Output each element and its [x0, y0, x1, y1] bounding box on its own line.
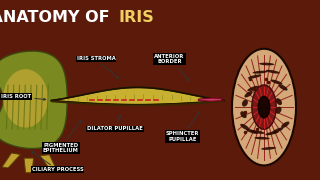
- Polygon shape: [2, 153, 20, 168]
- Ellipse shape: [252, 85, 276, 129]
- Text: IRIS STROMA: IRIS STROMA: [76, 57, 119, 78]
- Ellipse shape: [265, 131, 279, 135]
- Ellipse shape: [232, 49, 296, 165]
- Ellipse shape: [261, 147, 276, 150]
- Ellipse shape: [248, 75, 261, 79]
- Polygon shape: [24, 158, 34, 173]
- Ellipse shape: [276, 98, 282, 105]
- Text: PIGMENTED
EPITHELIUM: PIGMENTED EPITHELIUM: [43, 120, 81, 153]
- Text: CLINICAL ANATOMY OF: CLINICAL ANATOMY OF: [0, 10, 115, 25]
- Text: IRIS ROOT: IRIS ROOT: [1, 94, 46, 100]
- Polygon shape: [40, 155, 56, 170]
- Text: CILIARY PROCESS: CILIARY PROCESS: [32, 152, 84, 172]
- Ellipse shape: [254, 137, 270, 140]
- Polygon shape: [51, 101, 224, 106]
- Ellipse shape: [246, 129, 258, 134]
- Ellipse shape: [240, 111, 247, 118]
- Text: SPHINCTER
PUPILLAE: SPHINCTER PUPILLAE: [166, 112, 199, 142]
- Text: IRIS: IRIS: [118, 10, 154, 25]
- Ellipse shape: [240, 124, 249, 130]
- Ellipse shape: [252, 71, 268, 74]
- Polygon shape: [198, 98, 222, 101]
- Ellipse shape: [266, 70, 280, 74]
- Ellipse shape: [247, 86, 259, 91]
- Polygon shape: [0, 51, 67, 148]
- Ellipse shape: [251, 130, 265, 134]
- Ellipse shape: [242, 100, 248, 107]
- Ellipse shape: [259, 63, 274, 65]
- Polygon shape: [51, 87, 224, 105]
- Ellipse shape: [281, 122, 289, 128]
- Ellipse shape: [271, 80, 283, 85]
- Ellipse shape: [244, 91, 253, 98]
- Ellipse shape: [258, 96, 270, 118]
- Ellipse shape: [272, 127, 284, 133]
- Text: ANTERIOR
BORDER: ANTERIOR BORDER: [155, 54, 189, 81]
- Ellipse shape: [276, 107, 282, 114]
- Text: DILATOR PUPILLAE: DILATOR PUPILLAE: [87, 115, 143, 131]
- Ellipse shape: [278, 84, 288, 91]
- Polygon shape: [3, 69, 48, 127]
